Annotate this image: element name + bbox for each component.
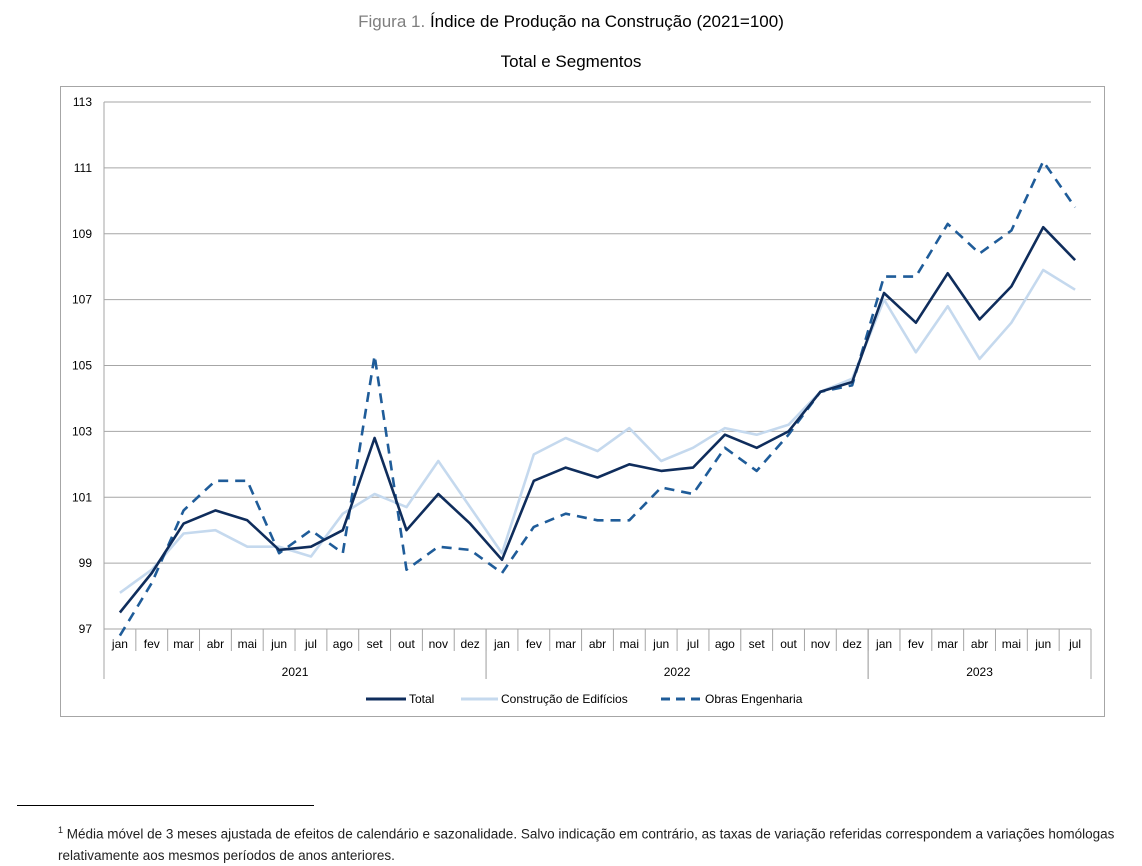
x-tick-label: mar bbox=[937, 637, 958, 651]
series-line bbox=[118, 225, 1077, 614]
year-label: 2023 bbox=[966, 665, 993, 679]
legend-label: Construção de Edifícios bbox=[501, 692, 628, 706]
x-tick-label: jan bbox=[111, 637, 128, 651]
year-label: 2021 bbox=[282, 665, 309, 679]
x-tick-label: out bbox=[780, 637, 797, 651]
x-tick-label: jul bbox=[686, 637, 699, 651]
x-tick-label: jan bbox=[493, 637, 510, 651]
x-tick-label: mai bbox=[238, 637, 257, 651]
x-tick-label: jun bbox=[1034, 637, 1051, 651]
x-tick-label: mai bbox=[1002, 637, 1021, 651]
chart-frame: 97 99 101 103 105 107 109 111 113 jan fev mar abr mai… bbox=[60, 86, 1105, 717]
x-tick-label: abr bbox=[589, 637, 606, 651]
y-tick-label: 113 bbox=[73, 95, 92, 109]
x-tick-label: fev bbox=[526, 637, 542, 651]
x-tick-label: set bbox=[367, 637, 384, 651]
y-tick-label: 103 bbox=[72, 424, 92, 438]
figure-subtitle: Total e Segmentos bbox=[500, 52, 642, 71]
x-tick-label: jan bbox=[875, 637, 892, 651]
x-tick-label: ago bbox=[333, 637, 353, 651]
figure-label: Figura 1. bbox=[358, 12, 426, 31]
series-line bbox=[119, 268, 1076, 594]
x-tick-label: fev bbox=[908, 637, 924, 651]
y-tick-label: 99 bbox=[79, 556, 93, 570]
x-tick-label: jun bbox=[652, 637, 669, 651]
y-tick-label: 111 bbox=[74, 161, 93, 175]
x-tick-label: abr bbox=[207, 637, 224, 651]
x-tick-label: jun bbox=[270, 637, 287, 651]
x-tick-label: jul bbox=[304, 637, 317, 651]
x-tick-label: set bbox=[749, 637, 766, 651]
series-line bbox=[118, 160, 1077, 637]
y-tick-label: 109 bbox=[72, 227, 92, 241]
x-tick-label: nov bbox=[811, 637, 830, 651]
x-tick-label: mar bbox=[173, 637, 194, 651]
y-tick-label: 107 bbox=[72, 293, 92, 307]
legend-label: Total bbox=[409, 692, 434, 706]
x-tick-label: abr bbox=[971, 637, 988, 651]
x-tick-label: jul bbox=[1068, 637, 1081, 651]
y-tick-label: 105 bbox=[72, 359, 92, 373]
x-tick-label: ago bbox=[715, 637, 735, 651]
x-tick-label: dez bbox=[843, 637, 862, 651]
footnote: 1 Média móvel de 3 meses ajustada de efe… bbox=[58, 820, 1118, 866]
footnote-rule bbox=[17, 805, 314, 806]
legend-label: Obras Engenharia bbox=[705, 692, 803, 706]
figure-title-text: Índice de Produção na Construção (2021=1… bbox=[429, 12, 784, 31]
footnote-text: Média móvel de 3 meses ajustada de efeit… bbox=[58, 826, 1115, 863]
x-tick-label: nov bbox=[429, 637, 448, 651]
y-tick-label: 97 bbox=[79, 622, 93, 636]
footnote-marker: 1 bbox=[58, 825, 64, 835]
figure-title: Figura 1. Índice de Produção na Construç… bbox=[0, 12, 1142, 32]
x-tick-label: fev bbox=[144, 637, 160, 651]
y-tick-label: 101 bbox=[72, 490, 92, 504]
x-tick-label: out bbox=[398, 637, 415, 651]
x-tick-label: mai bbox=[620, 637, 639, 651]
year-label: 2022 bbox=[664, 665, 691, 679]
x-tick-label: dez bbox=[460, 637, 479, 651]
x-tick-label: mar bbox=[555, 637, 576, 651]
